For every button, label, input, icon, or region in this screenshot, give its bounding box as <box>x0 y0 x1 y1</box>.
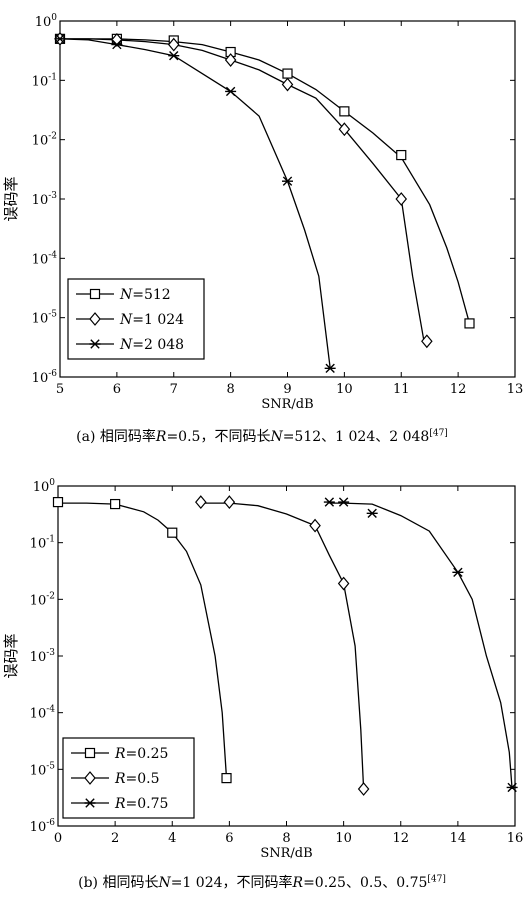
legend-label-a: N=1 024 <box>119 312 184 328</box>
legend-marker-b <box>84 747 96 759</box>
series-line-a-2 <box>60 38 425 342</box>
data-point-a-2 <box>167 37 180 52</box>
x-tick-label-b: 16 <box>507 831 524 846</box>
legend-label-a: N=2 048 <box>119 337 184 353</box>
series-line-b-2 <box>200 502 365 790</box>
y-tick-label-a: 10-4 <box>32 250 58 267</box>
x-tick-label-a: 10 <box>336 382 353 397</box>
legend-label-b: R=0.25 <box>114 746 168 762</box>
data-point-a-2 <box>338 122 351 137</box>
x-tick-label-b: 14 <box>450 831 467 846</box>
data-point-a-1 <box>339 106 350 117</box>
caption-a-text2: =0.5，不同码长 <box>166 429 271 445</box>
legend-marker-a <box>89 339 101 349</box>
data-point-b-1 <box>110 498 121 510</box>
caption-a-text3: =512、1 024、2 048 <box>282 429 430 445</box>
data-point-a-3 <box>54 34 66 44</box>
x-tick-label-a: 9 <box>283 382 291 397</box>
data-point-a-3 <box>111 39 123 50</box>
caption-b: (b) 相同码长N=1 024，不同码率R=0.25、0.5、0.75[47] <box>0 872 524 892</box>
legend-marker-b <box>84 771 96 785</box>
caption-b-text2: =1 024，不同码率 <box>170 875 293 891</box>
x-tick-label-b: 4 <box>168 831 176 846</box>
x-tick-label-a: 7 <box>170 382 178 397</box>
data-point-a-3 <box>324 363 336 374</box>
legend-marker-b <box>84 798 96 808</box>
x-tick-label-a: 11 <box>393 382 410 397</box>
x-tick-label-a: 12 <box>450 382 467 397</box>
data-point-b-3 <box>338 497 350 507</box>
legend-label-b: R=0.75 <box>114 796 168 812</box>
y-tick-label-b: 10-3 <box>30 648 56 665</box>
x-tick-label-b: 10 <box>335 831 352 846</box>
y-tick-label-a: 10-1 <box>32 72 57 89</box>
data-point-b-2 <box>223 495 236 510</box>
x-tick-label-b: 0 <box>54 831 62 846</box>
x-tick-label-a: 5 <box>56 382 64 397</box>
y-tick-label-b: 10-6 <box>30 818 56 835</box>
x-axis-label-b: SNR/dB <box>260 846 312 861</box>
data-point-b-1 <box>167 527 178 538</box>
y-axis-label-b: 误码率 <box>2 633 20 678</box>
data-point-a-2 <box>281 77 294 92</box>
caption-a-var1: R <box>155 429 167 445</box>
caption-a-var2: N <box>270 429 283 445</box>
data-point-a-3 <box>225 86 237 97</box>
y-tick-label-a: 100 <box>35 13 58 30</box>
caption-a: (a) 相同码率R=0.5，不同码长N=512、1 024、2 048[47] <box>0 426 524 446</box>
caption-b-var1: N <box>158 875 171 891</box>
x-tick-label-b: 12 <box>392 831 409 846</box>
caption-b-ref: [47] <box>427 874 446 885</box>
y-tick-label-a: 10-5 <box>32 310 58 327</box>
x-tick-label-a: 8 <box>226 382 234 397</box>
series-line-a-3 <box>59 38 331 369</box>
data-point-a-3 <box>168 51 180 61</box>
data-point-a-2 <box>395 192 408 206</box>
x-axis-label-a: SNR/dB <box>261 397 313 412</box>
data-point-b-2 <box>337 576 350 591</box>
data-point-b-2 <box>357 782 370 796</box>
y-tick-label-a: 10-6 <box>32 369 58 386</box>
data-point-b-2 <box>195 495 207 510</box>
data-point-a-2 <box>421 334 433 349</box>
x-tick-label-a: 6 <box>113 382 121 397</box>
data-point-b-3 <box>323 497 335 507</box>
legend-marker-a <box>89 312 101 326</box>
legend-marker-a <box>89 288 101 300</box>
y-tick-label-b: 100 <box>33 478 56 495</box>
y-axis-label-a: 误码率 <box>2 176 20 221</box>
data-point-a-1 <box>396 149 407 161</box>
data-point-b-2 <box>309 518 321 533</box>
caption-a-ref: [47] <box>429 428 448 439</box>
data-point-a-3 <box>282 176 293 186</box>
y-tick-label-b: 10-5 <box>30 761 56 778</box>
data-point-a-1 <box>282 68 293 79</box>
legend-label-a: N=512 <box>119 287 171 303</box>
y-tick-label-a: 10-2 <box>32 132 57 149</box>
chart-a: 5 6 7 8 9 10 11 12 13 100 10-1 10-2 10-3 10-4 10-5 10-6… <box>2 13 523 412</box>
y-tick-label-b: 10-4 <box>30 705 56 722</box>
data-point-a-1 <box>464 318 475 329</box>
x-tick-label-a: 13 <box>507 382 524 397</box>
x-tick-label-b: 2 <box>111 831 119 846</box>
chart-b: 0 2 4 6 8 10 12 14 16 100 10-1 10-2 10-3 10-4 10-5 10-6… <box>2 478 523 861</box>
caption-b-text1: (b) 相同码长 <box>78 875 159 891</box>
data-point-b-1 <box>52 496 64 508</box>
y-tick-label-b: 10-2 <box>30 591 55 608</box>
data-point-b-3 <box>366 508 378 518</box>
legend-label-b: R=0.5 <box>114 771 160 787</box>
data-point-b-1 <box>221 773 232 784</box>
y-tick-label-a: 10-3 <box>32 191 58 208</box>
caption-b-text3: =0.25、0.5、0.75 <box>303 875 428 891</box>
data-point-b-3 <box>452 567 464 577</box>
x-tick-label-b: 8 <box>282 831 290 846</box>
caption-a-text1: (a) 相同码率 <box>76 429 156 445</box>
y-tick-label-b: 10-1 <box>30 535 55 552</box>
data-point-b-3 <box>506 782 518 793</box>
data-point-a-2 <box>224 53 237 67</box>
caption-b-var2: R <box>292 875 304 891</box>
x-tick-label-b: 6 <box>225 831 233 846</box>
